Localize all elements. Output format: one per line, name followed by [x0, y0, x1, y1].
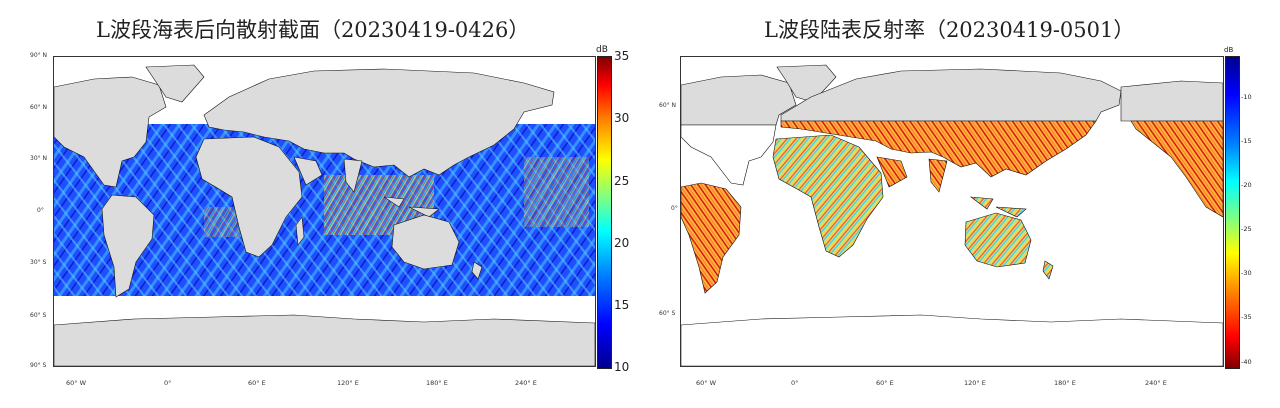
right-colorbar-tick-m25: -25 [1241, 225, 1252, 233]
left-colorbar-tick-30: 30 [614, 111, 630, 125]
ocean-map-svg [54, 64, 595, 366]
land-map-svg [681, 64, 1223, 366]
right-colorbar-tick-m10: -10 [1241, 93, 1252, 101]
left-lon-label-180e: 180° E [426, 379, 448, 387]
right-lon-label-120e: 120° E [964, 379, 986, 387]
right-map-title: L波段陆表反射率（20230419-0501） [764, 18, 1135, 42]
right-lon-label-180e: 180° E [1054, 379, 1076, 387]
left-colorbar-tick-10: 10 [614, 360, 630, 374]
right-colorbar-tick-m15: -15 [1241, 137, 1252, 145]
left-lat-label-90n: 90° N [30, 52, 48, 59]
ocean-map [53, 56, 596, 367]
right-land [681, 64, 1223, 366]
right-colorbar-tick-m30: -30 [1241, 269, 1252, 277]
left-lat-label-30s: 30° S [30, 259, 47, 266]
left-lon-label-240e: 240° E [515, 379, 537, 387]
left-colorbar-unit: dB [596, 45, 608, 55]
left-colorbar-tick-15: 15 [614, 298, 630, 312]
right-colorbar-tick-m35: -35 [1241, 313, 1252, 321]
left-lon-label-120e: 120° E [337, 379, 359, 387]
left-colorbar-tick-20: 20 [614, 236, 630, 250]
left-colorbar-tick-25: 25 [614, 174, 630, 188]
right-colorbar [1225, 56, 1240, 369]
left-lat-label-90s: 90° S [30, 362, 47, 369]
left-lon-label-60w: 60° W [66, 379, 87, 387]
land-map [680, 56, 1224, 367]
left-colorbar-tick-35: 35 [614, 49, 630, 63]
left-lat-label-60s: 60° S [30, 312, 47, 319]
right-colorbar-tick-m20: -20 [1241, 181, 1252, 189]
left-lat-label-60n: 60° N [30, 104, 48, 111]
right-colorbar-unit: dB [1224, 46, 1234, 54]
right-lon-label-60e: 60° E [876, 379, 894, 387]
right-lon-label-240e: 240° E [1145, 379, 1167, 387]
left-lat-label-eq: 0° [37, 207, 44, 214]
right-lon-label-60w: 60° W [696, 379, 717, 387]
left-lat-label-30n: 30° N [30, 155, 48, 162]
right-lat-label-eq: 0° [671, 205, 678, 212]
right-colorbar-tick-m40: -40 [1241, 358, 1252, 366]
left-land [54, 64, 595, 366]
left-map-title: L波段海表后向散射截面（20230419-0426） [96, 18, 530, 42]
land-reflectivity-panel: L波段陆表反射率（20230419-0501） 60° N 0° 60° S [640, 0, 1280, 408]
right-lat-label-60n: 60° N [659, 102, 677, 109]
ocean-backscatter-panel: L波段海表后向散射截面（20230419-0426） 90° N 60° N 3… [30, 18, 630, 387]
left-lon-label-0: 0° [164, 379, 172, 387]
left-colorbar [597, 56, 612, 369]
right-lon-label-0: 0° [791, 379, 799, 387]
left-lon-label-60e: 60° E [248, 379, 266, 387]
right-lat-label-60s: 60° S [659, 310, 676, 317]
